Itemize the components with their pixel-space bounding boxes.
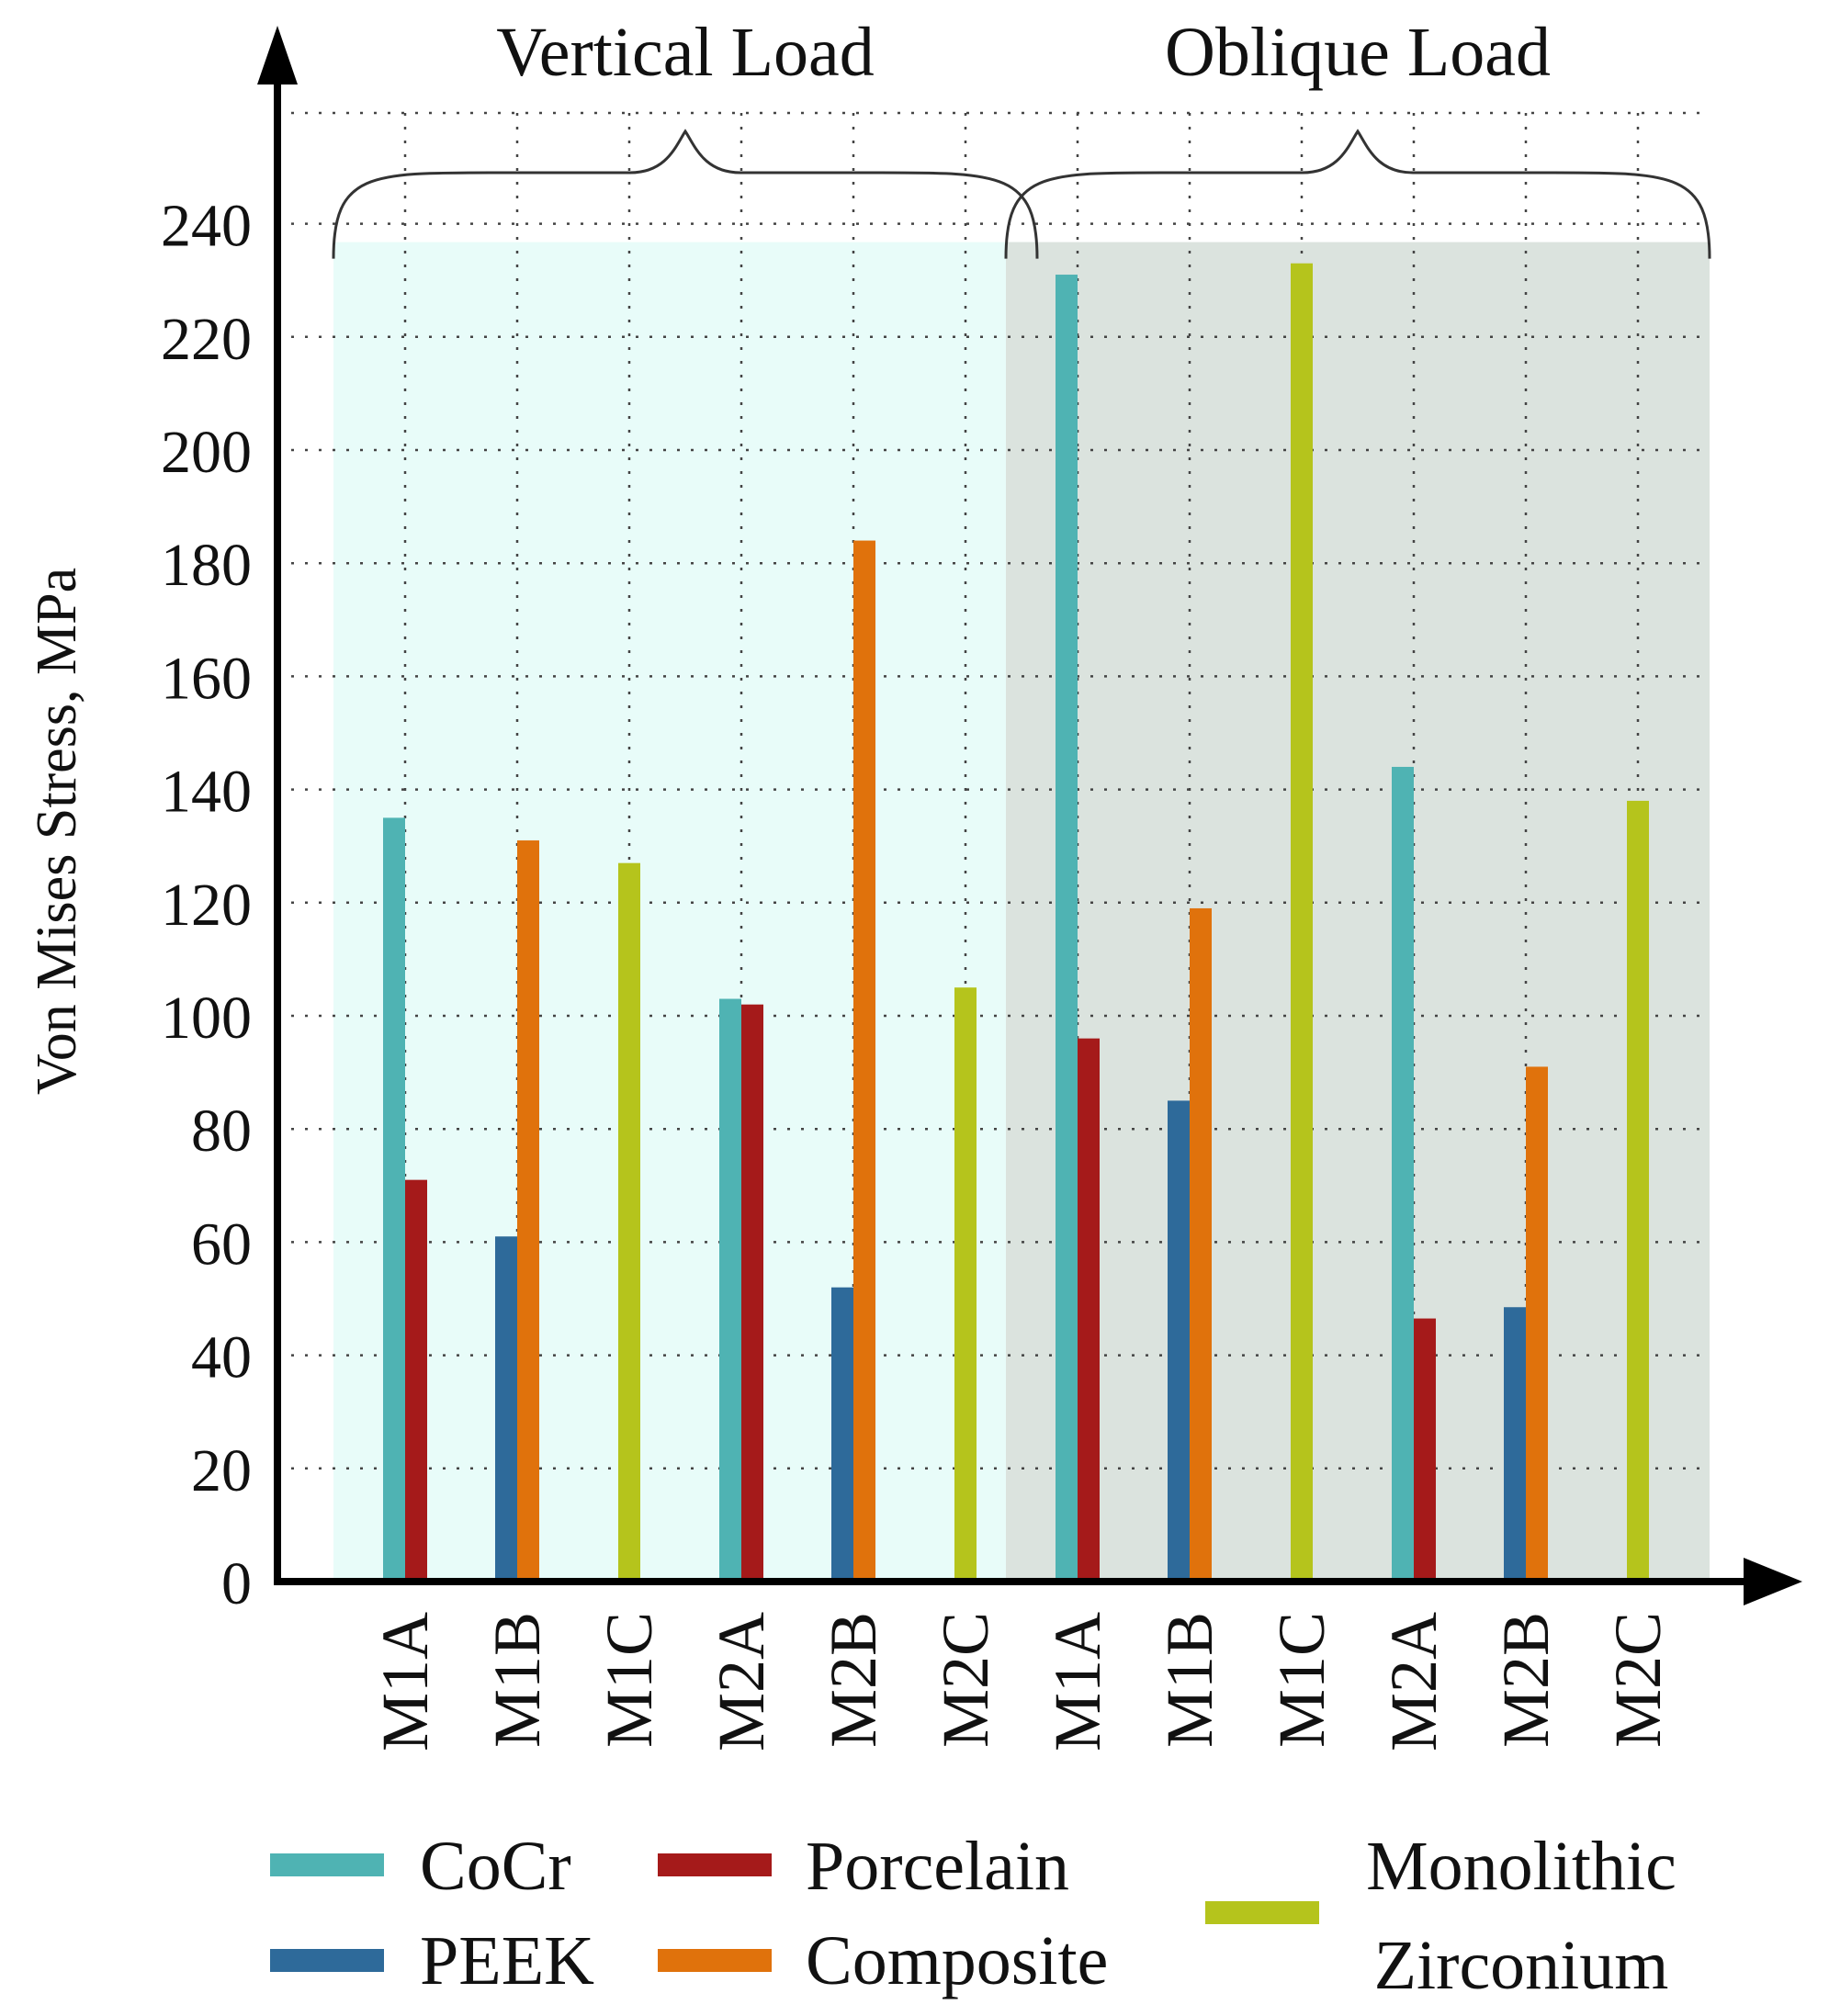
x-tick-label: M1B bbox=[480, 1612, 554, 1748]
y-tick-label: 180 bbox=[161, 532, 252, 599]
x-tick-label: M2A bbox=[1377, 1612, 1451, 1751]
legend-swatch-monolithic-zirconium bbox=[1205, 1901, 1319, 1924]
y-tick-label: 240 bbox=[161, 193, 252, 260]
legend: CoCr PEEK Porcelain Composite Monolithic… bbox=[270, 1828, 1677, 2004]
y-tick-label: 140 bbox=[161, 759, 252, 826]
bar-monolithic-zirconium-m1c bbox=[1291, 263, 1313, 1582]
group-label-oblique-load: Oblique Load bbox=[1165, 14, 1551, 91]
bar-composite-m2b bbox=[853, 540, 875, 1582]
legend-label-monolithic: Monolithic bbox=[1366, 1828, 1677, 1905]
x-tick-label: M1A bbox=[1041, 1612, 1114, 1751]
y-tick-label: 60 bbox=[191, 1211, 252, 1278]
bar-monolithic-zirconium-m1c bbox=[618, 862, 640, 1582]
y-tick-label: 200 bbox=[161, 419, 252, 486]
bar-cocr-m2a bbox=[1392, 766, 1414, 1582]
x-tick-label: M1B bbox=[1153, 1612, 1226, 1748]
group-label-vertical-load: Vertical Load bbox=[496, 14, 874, 91]
x-tick-labels: M1A M1B M1C M2A M2B M2C M1A M1B M1C M2A M2B M2C bbox=[368, 1612, 1675, 1751]
y-tick-labels: 0 20 40 60 80 100 120 140 160 180 200 220 240 bbox=[161, 193, 252, 1617]
bar-composite-m1b bbox=[1190, 907, 1212, 1582]
x-tick-label: M2B bbox=[1489, 1612, 1563, 1748]
group-labels: Vertical Load Oblique Load bbox=[496, 14, 1551, 91]
legend-label-cocr: CoCr bbox=[420, 1828, 571, 1905]
x-tick-label: M2C bbox=[929, 1612, 1002, 1748]
bar-peek-m2b bbox=[831, 1287, 853, 1582]
legend-label-zirconium: Zirconium bbox=[1374, 1927, 1669, 2004]
vertical-load-brace bbox=[332, 129, 1039, 259]
y-tick-label: 220 bbox=[161, 306, 252, 373]
legend-swatch-peek bbox=[270, 1949, 384, 1972]
x-tick-label: M1A bbox=[368, 1612, 442, 1751]
legend-swatch-composite bbox=[658, 1949, 772, 1972]
bar-porcelain-m1a bbox=[1078, 1038, 1100, 1582]
bar-porcelain-m2a bbox=[741, 1004, 763, 1582]
y-axis-arrow bbox=[257, 26, 298, 84]
legend-label-porcelain: Porcelain bbox=[806, 1828, 1069, 1905]
bars bbox=[383, 263, 1649, 1582]
bar-peek-m1b bbox=[495, 1236, 517, 1582]
bar-peek-m1b bbox=[1168, 1100, 1190, 1582]
vertical-load-background bbox=[333, 242, 1037, 1582]
bar-composite-m2b bbox=[1526, 1066, 1548, 1582]
bar-porcelain-m1a bbox=[405, 1179, 427, 1582]
bar-composite-m1b bbox=[517, 840, 539, 1582]
oblique-load-background bbox=[1006, 242, 1710, 1582]
legend-swatch-porcelain bbox=[658, 1853, 772, 1876]
y-tick-label: 100 bbox=[161, 985, 252, 1052]
bar-porcelain-m2a bbox=[1414, 1318, 1436, 1582]
legend-label-composite: Composite bbox=[806, 1922, 1108, 1999]
oblique-load-brace bbox=[1004, 129, 1711, 259]
y-tick-label: 160 bbox=[161, 645, 252, 712]
bar-cocr-m1a bbox=[383, 817, 405, 1582]
group-backgrounds bbox=[333, 242, 1710, 1582]
y-tick-label: 120 bbox=[161, 872, 252, 939]
legend-label-peek: PEEK bbox=[420, 1922, 594, 1999]
bar-cocr-m2a bbox=[719, 998, 741, 1582]
bar-peek-m2b bbox=[1504, 1307, 1526, 1582]
x-tick-label: M2B bbox=[817, 1612, 890, 1748]
x-tick-label: M2C bbox=[1601, 1612, 1675, 1748]
group-braces bbox=[332, 129, 1711, 259]
x-axis-arrow bbox=[1744, 1558, 1802, 1605]
y-tick-label: 0 bbox=[221, 1550, 252, 1617]
x-tick-label: M1C bbox=[1265, 1612, 1338, 1748]
x-tick-label: M2A bbox=[705, 1612, 778, 1751]
bar-monolithic-zirconium-m2c bbox=[954, 987, 977, 1582]
bar-cocr-m1a bbox=[1056, 275, 1078, 1582]
axes bbox=[257, 26, 1802, 1605]
y-tick-label: 40 bbox=[191, 1324, 252, 1391]
legend-swatch-cocr bbox=[270, 1853, 384, 1876]
x-tick-label: M1C bbox=[593, 1612, 666, 1748]
y-axis-label: Von Mises Stress, MPa bbox=[26, 568, 88, 1095]
y-tick-label: 20 bbox=[191, 1437, 252, 1504]
y-tick-label: 80 bbox=[191, 1098, 252, 1165]
bar-monolithic-zirconium-m2c bbox=[1627, 800, 1649, 1582]
